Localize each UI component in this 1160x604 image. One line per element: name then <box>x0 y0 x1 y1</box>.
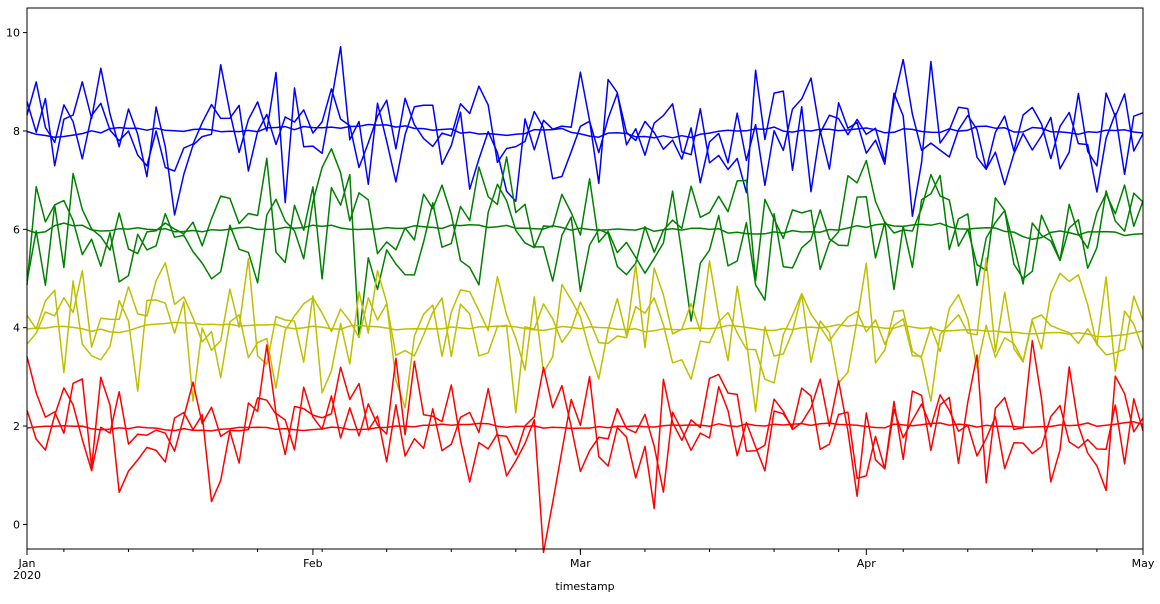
x-tick-label: Mar <box>570 557 591 570</box>
series-line-1-smooth <box>26 222 1144 241</box>
y-tick-label: 2 <box>13 420 20 433</box>
series-layer <box>26 45 1144 554</box>
x-tick-label: May <box>1132 557 1155 570</box>
x-tick-sublabel: 2020 <box>13 569 41 582</box>
series-line-2-smooth <box>26 321 1144 338</box>
series-line-3-smooth <box>26 421 1144 432</box>
y-tick-label: 4 <box>13 322 20 335</box>
series-line-3-wiggle <box>26 366 1144 493</box>
series-line-1-noisy <box>26 156 1144 339</box>
series-line-0-smooth <box>26 123 1144 139</box>
series-line-0-wiggle <box>26 58 1144 187</box>
series-line-2-noisy <box>26 257 1144 413</box>
series-line-3-noisy <box>26 339 1144 554</box>
y-tick-label: 10 <box>6 27 20 40</box>
x-tick-label: Jan <box>18 557 36 570</box>
y-tick-label: 6 <box>13 223 20 236</box>
y-tick-label: 0 <box>13 518 20 531</box>
y-axis: 0 2 4 6 8 10 <box>6 27 27 531</box>
plot-frame <box>26 7 1144 550</box>
x-tick-label: Feb <box>303 557 322 570</box>
x-axis-label: timestamp <box>555 580 614 593</box>
series-line-2-wiggle <box>26 262 1144 414</box>
y-tick-label: 8 <box>13 125 20 138</box>
series-line-0-noisy <box>26 45 1144 218</box>
series-line-1-wiggle <box>26 148 1144 322</box>
x-tick-label: Apr <box>857 557 877 570</box>
